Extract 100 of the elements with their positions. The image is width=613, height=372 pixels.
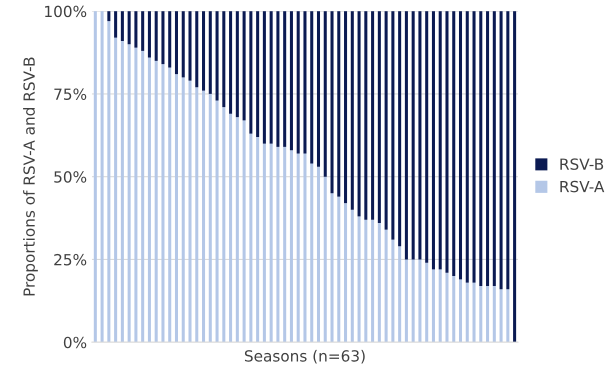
bar [371, 11, 374, 220]
bar [128, 11, 131, 44]
bar [242, 120, 246, 342]
bar [174, 74, 178, 342]
bar [500, 11, 503, 290]
bar [412, 11, 415, 260]
bar [168, 11, 172, 68]
bar [262, 144, 266, 342]
bar [134, 11, 138, 48]
bar [256, 136, 260, 342]
bar [100, 11, 104, 342]
bar [391, 11, 394, 240]
bar [148, 11, 151, 58]
bar [134, 48, 138, 342]
bar [270, 11, 273, 144]
bar [114, 11, 118, 38]
bar [296, 154, 300, 342]
bar [458, 279, 462, 342]
bar [432, 11, 435, 270]
bar [438, 11, 442, 270]
bar [358, 216, 361, 342]
bar [303, 11, 306, 154]
legend-label: RSV-A [560, 180, 604, 192]
bar [216, 11, 219, 101]
bar [182, 77, 185, 342]
bar [330, 11, 334, 194]
bar [141, 50, 144, 342]
bar [316, 11, 320, 167]
bar [303, 154, 306, 342]
bar [425, 11, 428, 263]
bar [324, 11, 327, 177]
bar [398, 11, 402, 246]
bar [202, 11, 206, 91]
bar [242, 11, 246, 120]
bar [310, 163, 314, 342]
bar [445, 272, 448, 342]
bar [195, 87, 198, 342]
bar [452, 276, 456, 342]
bar [337, 196, 340, 342]
bar [364, 220, 368, 342]
bar [466, 11, 469, 283]
bar [445, 11, 448, 273]
bar [310, 11, 314, 164]
bar [182, 11, 185, 78]
bar [492, 286, 496, 342]
bar [236, 117, 239, 342]
bar [114, 38, 118, 342]
y-tick-label: 100% [45, 6, 86, 18]
bar [344, 203, 348, 342]
bar [391, 240, 394, 342]
bar [506, 289, 510, 342]
bar [161, 11, 164, 64]
bar [188, 11, 192, 81]
bar [404, 259, 408, 342]
bar [195, 11, 198, 88]
bar [472, 11, 476, 283]
bar [384, 230, 388, 342]
bar [262, 11, 266, 144]
bar [418, 11, 422, 260]
bar [371, 220, 374, 342]
bar [432, 269, 435, 342]
bar [418, 259, 422, 342]
bar [486, 11, 490, 286]
bar [283, 146, 286, 342]
x-axis-title: Seasons (n=63) [244, 350, 365, 364]
bar [384, 11, 388, 230]
bar [296, 11, 300, 154]
y-tick-label: 50% [54, 171, 86, 183]
bar [364, 11, 368, 220]
bar [438, 269, 442, 342]
legend-label: RSV-B [560, 158, 604, 170]
bar [404, 11, 408, 260]
bar [337, 11, 340, 197]
bar [276, 146, 280, 342]
bar [425, 262, 428, 342]
bar [148, 58, 151, 342]
bar [249, 11, 252, 134]
bar [283, 11, 286, 147]
bar [256, 11, 260, 137]
bar [276, 11, 280, 147]
bar [492, 11, 496, 286]
bar [290, 150, 293, 342]
bar [452, 11, 456, 276]
y-axis-title: Proportions of RSV-A and RSV-B [23, 58, 38, 296]
bar [466, 282, 469, 342]
bar [154, 60, 158, 342]
bar [479, 11, 482, 286]
bar [216, 100, 219, 342]
bar [161, 64, 164, 342]
bar [168, 67, 172, 342]
bar [412, 259, 415, 342]
bar [107, 21, 110, 342]
bar [316, 166, 320, 342]
bar [174, 11, 178, 74]
bar [128, 44, 131, 342]
bar [141, 11, 144, 51]
bar [120, 40, 124, 342]
bar [208, 94, 212, 342]
bar [222, 11, 226, 108]
bar [202, 90, 206, 342]
